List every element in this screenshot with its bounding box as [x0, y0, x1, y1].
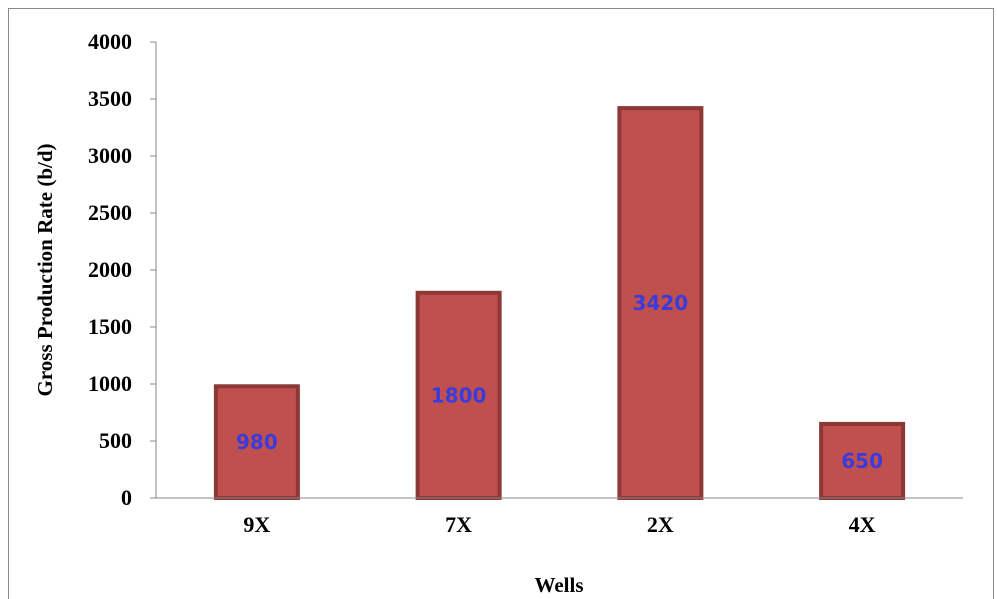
- y-axis-ticks: 0 500 1000 1500 2000 2500 3000 3500 4000: [88, 29, 156, 510]
- bars: [213, 106, 906, 501]
- x-tick-label: 7X: [445, 512, 472, 537]
- x-axis-title: Wells: [534, 573, 583, 597]
- data-label: 980: [236, 430, 278, 454]
- bar-9x: [213, 384, 300, 500]
- data-label: 650: [841, 449, 883, 473]
- y-axis-title: Gross Production Rate (b/d): [33, 144, 57, 397]
- x-tick-label: 2X: [647, 512, 674, 537]
- y-tick-label: 3000: [88, 143, 132, 168]
- data-labels: 980 1800 3420 650: [236, 291, 883, 473]
- y-tick-label: 1000: [88, 371, 132, 396]
- y-tick-label: 2000: [88, 257, 132, 282]
- bar-4x: [819, 421, 906, 500]
- x-tick-label: 4X: [849, 512, 876, 537]
- data-label: 3420: [633, 291, 689, 315]
- y-tick-label: 2500: [88, 200, 132, 225]
- data-label: 1800: [431, 383, 487, 407]
- y-tick-label: 3500: [88, 86, 132, 111]
- bar-7x: [415, 290, 502, 500]
- y-tick-label: 500: [99, 428, 132, 453]
- y-tick-label: 4000: [88, 29, 132, 54]
- y-tick-label: 1500: [88, 314, 132, 339]
- chart-frame: [8, 8, 994, 599]
- x-axis-ticks: 9X 7X 2X 4X: [243, 512, 875, 537]
- y-tick-label: 0: [121, 485, 132, 510]
- x-tick-label: 9X: [243, 512, 270, 537]
